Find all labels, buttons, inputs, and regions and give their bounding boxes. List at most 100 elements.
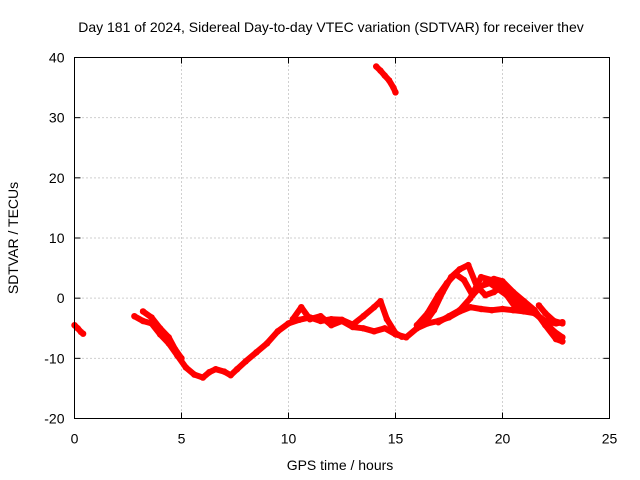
data-point [467,304,474,311]
data-point [370,328,378,335]
y-axis-label: SDTVAR / TECUs [5,182,21,294]
data-point [512,304,519,311]
data-point [171,346,179,353]
data-point [422,319,429,326]
data-point [253,349,260,356]
series-arc-9 [535,302,566,327]
chart-title: Day 181 of 2024, Sidereal Day-to-day VTE… [78,19,584,35]
data-point [349,323,356,331]
data-point [465,261,472,269]
data-point [139,317,147,325]
data-point [296,316,303,323]
data-point [490,275,498,283]
data-point [227,372,234,379]
y-tick-label: 30 [49,110,65,126]
data-point [488,307,495,314]
x-axis-label: GPS time / hours [287,457,394,473]
data-point [274,328,281,335]
data-point [435,319,442,326]
data-point [148,314,155,321]
data-point [550,317,558,325]
data-point [499,285,506,293]
x-tick-label: 15 [388,431,404,447]
x-tick-label: 5 [178,431,186,447]
data-point [552,335,560,343]
data-point [383,316,391,323]
data-point [510,288,517,296]
x-tick-label: 0 [71,431,79,447]
data-point [328,322,335,329]
y-tick-label: 0 [57,290,65,306]
data-point [385,77,393,84]
data-point [139,308,147,315]
x-tick-label: 25 [602,431,618,447]
data-point [403,334,410,341]
data-point [360,325,367,332]
y-tick-label: -20 [44,411,64,427]
data-point [360,313,367,320]
data-point [298,304,305,311]
data-point [221,368,228,375]
y-tick-label: 40 [49,50,65,66]
data-point [370,304,378,311]
data-point [482,292,489,299]
data-point [477,273,485,281]
data-point [413,322,421,329]
data-point [390,84,397,91]
data-point [467,295,474,302]
data-point [439,288,446,296]
data-point [306,316,314,323]
grid [74,57,610,419]
data-point [381,72,388,79]
x-tick-label: 10 [281,431,297,447]
y-tick-label: -10 [44,350,64,366]
data-series [71,63,566,381]
data-point [477,305,485,313]
data-point [178,355,185,362]
data-point [317,313,324,320]
data-point [206,369,213,376]
data-point [199,374,207,381]
data-point [447,273,455,281]
data-point [338,317,346,325]
data-point [559,320,566,327]
data-point [531,307,538,314]
data-point [165,334,172,341]
data-point [377,298,384,305]
data-point [460,276,468,284]
y-tick-label: 20 [49,170,65,186]
data-point [430,307,438,314]
series-arc-2 [131,298,405,381]
data-point [499,278,506,285]
data-point [156,325,164,332]
data-point [242,358,249,365]
data-point [191,371,198,378]
y-tick-label: 10 [49,230,65,246]
data-point [535,302,543,309]
data-point [373,63,380,70]
data-point [392,89,399,96]
data-point [456,307,463,314]
data-point [559,338,566,345]
data-point [182,364,189,371]
data-point [377,67,384,74]
data-point [263,340,271,347]
data-point [520,298,528,305]
data-point [212,366,219,373]
axis-ticks [74,57,610,419]
data-point [233,366,241,373]
data-point [285,320,292,327]
data-point [131,313,138,320]
x-tick-labels: 0 5 10 15 20 25 [71,431,618,447]
data-point [381,325,388,332]
data-point [542,310,549,317]
data-point [445,313,453,320]
data-point [490,288,498,296]
data-point [289,316,296,323]
data-point [482,279,489,287]
data-point [392,331,399,338]
x-tick-label: 20 [495,431,511,447]
data-point [456,266,463,273]
y-tick-labels: -20 -10 0 10 20 30 40 [44,50,64,427]
